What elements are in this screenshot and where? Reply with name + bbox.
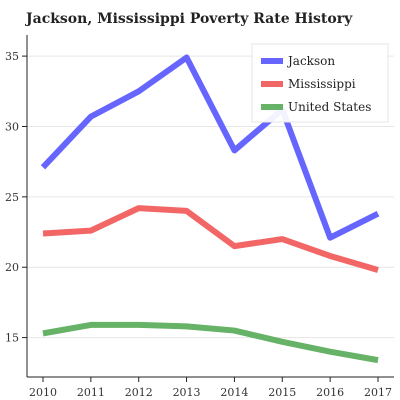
grid [27,55,394,339]
x-tick-label: 2016 [316,386,344,399]
series-line-united-states [42,321,379,364]
series-lines [40,54,380,364]
legend-label-mississippi: Mississippi [288,77,356,91]
x-tick-label: 2017 [364,386,392,399]
legend-label-jackson: Jackson [286,54,335,68]
x-tick-label: 2011 [77,386,105,399]
y-tick-label: 35 [5,50,19,63]
y-tick-label: 25 [5,191,19,204]
x-tick-label: 2012 [125,386,153,399]
y-tick-label: 20 [5,261,19,274]
x-tick-label: 2013 [173,386,201,399]
x-tick-label: 2010 [29,386,57,399]
legend: Jackson Mississippi United States [251,43,389,123]
chart-title: Jackson, Mississippi Poverty Rate Histor… [24,11,353,27]
x-tick-label: 2014 [220,386,248,399]
y-tick-label: 15 [5,332,19,345]
series-line-mississippi [42,205,379,273]
series-line-jackson [40,54,380,241]
x-tick-label: 2015 [268,386,296,399]
x-axis-ticks: 2010 2011 2012 2013 2014 2015 2016 2017 [29,377,392,399]
y-axis-ticks: 15 20 25 30 35 [5,50,27,345]
y-tick-label: 30 [5,120,19,133]
axes [26,35,394,378]
legend-label-united-states: United States [288,100,371,114]
